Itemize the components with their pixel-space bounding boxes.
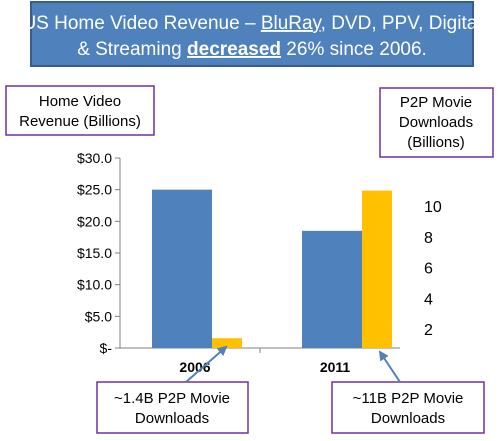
right-axis-title-box: P2P Movie Downloads (Billions) xyxy=(379,87,494,158)
category-label: 2011 xyxy=(320,359,351,375)
category-label: 2006 xyxy=(179,359,210,375)
left-axis-tick-label: $15.0 xyxy=(77,245,112,261)
revenue-bar-2006 xyxy=(152,189,212,348)
callout-2011-line-1: ~11B P2P Movie xyxy=(353,390,464,407)
title-banner: US Home Video Revenue – BluRay, DVD, PPV… xyxy=(22,1,482,67)
title-line-1: US Home Video Revenue – BluRay, DVD, PPV… xyxy=(22,13,481,34)
left-axis-tick-label: $10.0 xyxy=(77,277,112,293)
right-axis-tick-label: 2 xyxy=(424,322,433,339)
left-axis-title-line-1: Home Video xyxy=(39,93,121,110)
left-axis-tick-label: $30.0 xyxy=(77,150,112,166)
callout-2006-arrow xyxy=(185,345,228,383)
right-axis-tick-label: 4 xyxy=(424,291,433,308)
plot-area: $- $5.0 $10.0 $15.0 $20.0 $25.0 $30.0 2 4 6 8 10 200… xyxy=(77,150,442,375)
right-axis-tick-label: 6 xyxy=(424,261,433,278)
title-line-2-suffix: 26% since 2006. xyxy=(281,39,427,60)
right-axis-title-line-3: (Billions) xyxy=(407,134,465,151)
callout-2006: ~1.4B P2P Movie Downloads xyxy=(96,381,249,434)
callout-2006-border xyxy=(96,381,249,434)
left-axis-tick-label: $25.0 xyxy=(77,182,112,198)
title-line-2: & Streaming decreased 26% since 2006. xyxy=(77,39,427,60)
right-axis-title-line-1: P2P Movie xyxy=(400,94,472,111)
callout-2006-line-2: Downloads xyxy=(135,410,209,427)
title-line-2-emphasis: decreased xyxy=(187,39,281,60)
title-background xyxy=(30,1,474,67)
revenue-bar-2011 xyxy=(302,230,362,348)
callout-2011: ~11B P2P Movie Downloads xyxy=(331,381,485,434)
left-axis-title-box: Home Video Revenue (Billions) xyxy=(5,85,155,136)
downloads-bar-2006 xyxy=(212,338,242,348)
left-axis-tick-label: $20.0 xyxy=(77,213,112,229)
right-axis-title-line-2: Downloads xyxy=(399,114,473,131)
left-axis-tick-label: $5.0 xyxy=(85,308,112,324)
title-line-1-underlined: BluRay xyxy=(261,13,323,34)
callout-2006-line-1: ~1.4B P2P Movie xyxy=(114,390,230,407)
right-axis-tick-label: 8 xyxy=(424,230,433,247)
callout-2011-border xyxy=(331,381,485,434)
left-axis-tick-label: $- xyxy=(100,340,113,356)
title-line-1-suffix: , DVD, PPV, Digital xyxy=(321,13,482,34)
downloads-bar-2011 xyxy=(362,190,392,348)
callout-2011-arrow xyxy=(378,350,401,383)
right-axis-title-border xyxy=(379,87,494,158)
title-line-2-prefix: & Streaming xyxy=(77,39,187,60)
title-line-1-prefix: US Home Video Revenue – xyxy=(22,13,260,34)
left-axis-title-border xyxy=(5,85,155,136)
callout-2011-line-2: Downloads xyxy=(371,410,445,427)
right-axis-tick-label: 10 xyxy=(424,199,442,216)
left-axis-title-line-2: Revenue (Billions) xyxy=(19,113,141,130)
